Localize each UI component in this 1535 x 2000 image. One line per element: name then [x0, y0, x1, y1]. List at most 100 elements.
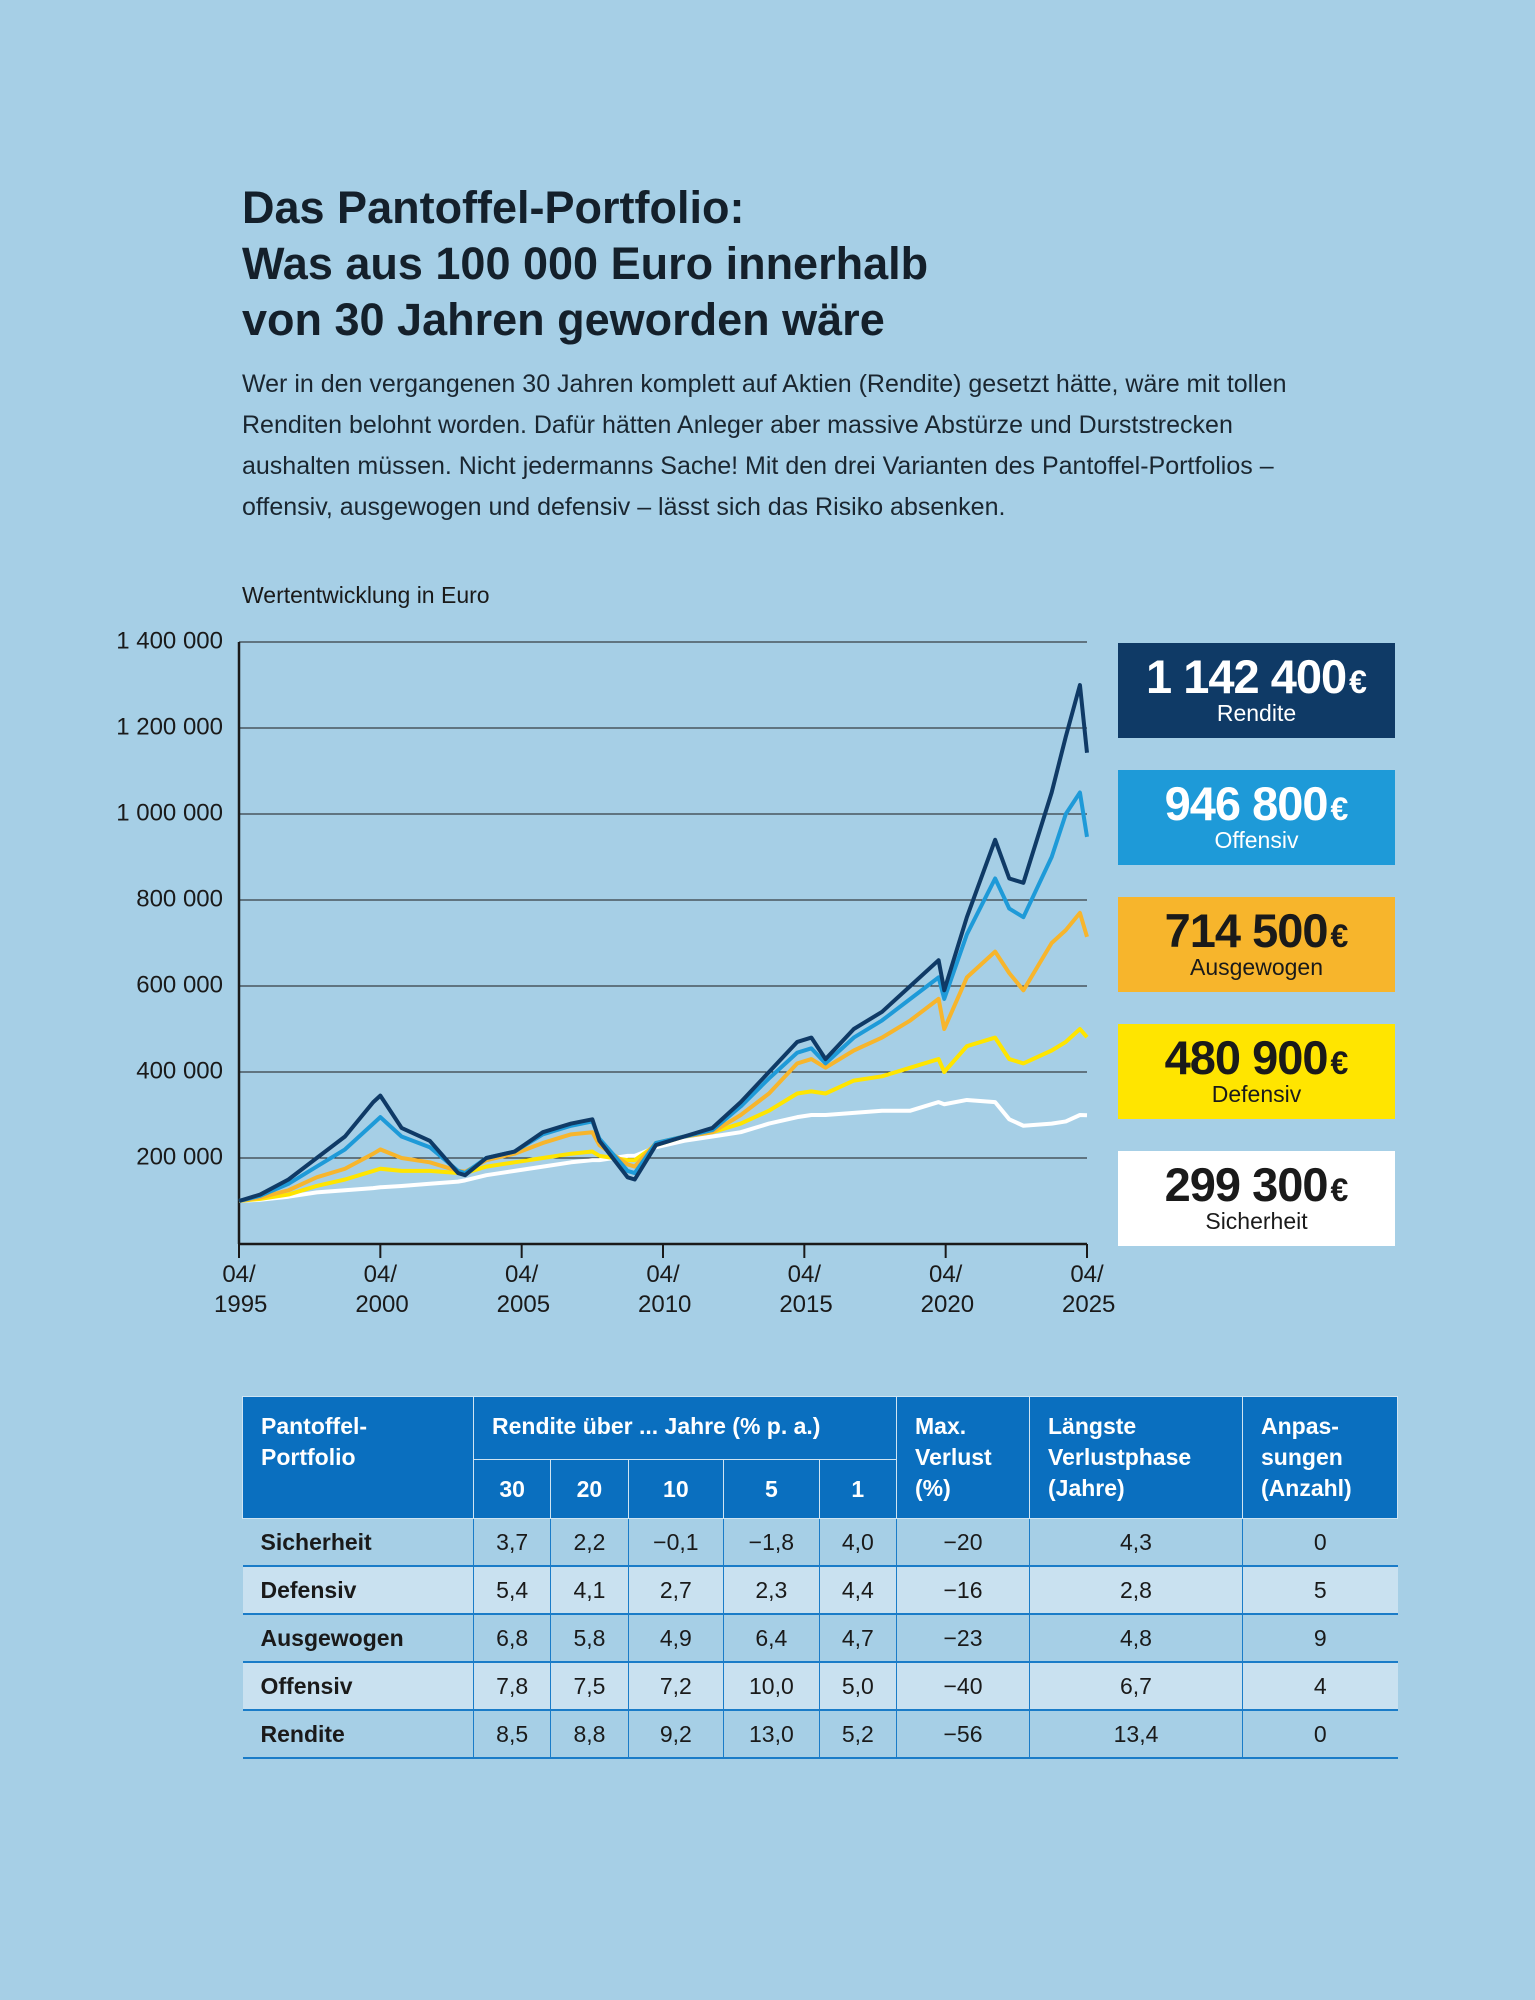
- legend-label: Defensiv: [1211, 1081, 1302, 1107]
- table-header: Pantoffel-Portfolio: [242, 1396, 474, 1519]
- legend-box: 714 500€ Ausgewogen: [1118, 897, 1395, 992]
- table-cell: 4,7: [818, 1614, 897, 1663]
- table-cell: 2,8: [1029, 1566, 1243, 1615]
- y-axis-label: Wertentwicklung in Euro: [242, 582, 490, 608]
- table-cell: 2,2: [550, 1518, 629, 1567]
- table-subheader: 10: [627, 1459, 725, 1519]
- table-cell: 8,8: [550, 1710, 629, 1759]
- table-subheader: 5: [723, 1459, 820, 1519]
- table-cell: 13,0: [723, 1710, 820, 1759]
- currency: €: [1349, 664, 1367, 700]
- x-tick-label: 04/ 2020: [920, 1261, 975, 1318]
- end-value-label: 1 142 400: [1146, 650, 1347, 703]
- table-cell: Offensiv: [242, 1662, 474, 1711]
- currency: €: [1330, 918, 1349, 954]
- box-value: 480 900€: [1118, 1024, 1395, 1085]
- legend-label: Ausgewogen: [1190, 954, 1323, 980]
- table-cell: 4,4: [818, 1566, 897, 1615]
- table-row: Ausgewogen 6,8 5,8 4,9 6,4 4,7 −23 4,8 9: [242, 1614, 1398, 1663]
- intro: Wer in den vergangenen 30 Jahren komplet…: [242, 370, 1287, 521]
- end-value-label: 299 300: [1164, 1158, 1329, 1211]
- legend-box: 1 142 400€ Rendite: [1118, 643, 1395, 738]
- table-cell: 4,0: [818, 1518, 897, 1567]
- table-subheader: 30: [472, 1459, 552, 1519]
- end-value-label: 946 800: [1164, 777, 1329, 830]
- legend-box: 299 300€ Sicherheit: [1118, 1151, 1395, 1246]
- table-cell: 6,7: [1029, 1662, 1243, 1711]
- table-cell: −23: [896, 1614, 1030, 1663]
- x-tick-label: 04/ 1995: [214, 1261, 268, 1318]
- x-tick-label: 04/ 2010: [638, 1261, 692, 1318]
- table-cell: 10,0: [723, 1662, 820, 1711]
- line: [238, 1027, 1089, 1203]
- table-row: Rendite 8,5 8,8 9,2 13,0 5,2 −56 13,4 0: [242, 1710, 1398, 1759]
- table-cell: 6,8: [472, 1614, 551, 1663]
- table-cell: 6,4: [723, 1614, 820, 1663]
- title-line: Das Pantoffel-Portfolio:: [242, 182, 745, 233]
- x-tick-label: 04/ 2025: [1062, 1261, 1116, 1318]
- legend-box: 480 900€ Defensiv: [1118, 1024, 1395, 1119]
- currency: €: [1330, 791, 1349, 827]
- table-cell: 2,3: [723, 1566, 820, 1615]
- table-cell: 5,4: [472, 1566, 551, 1615]
- x-tick-label: 04/ 2015: [779, 1261, 833, 1318]
- currency: €: [1330, 1045, 1349, 1081]
- end-value-label: 714 500: [1164, 904, 1329, 957]
- table-cell: −56: [896, 1710, 1030, 1759]
- table-cell: 0: [1242, 1710, 1398, 1759]
- table-cell: −20: [896, 1518, 1030, 1567]
- table: Pantoffel-Portfolio Rendite über ... Jahr…: [242, 1395, 1398, 1759]
- title-line: von 30 Jahren geworden wäre: [242, 294, 885, 345]
- table-cell: 4: [1242, 1662, 1398, 1711]
- y-tick-label: 200 000: [136, 1143, 223, 1170]
- table-cell: 9,2: [627, 1710, 724, 1759]
- table-cell: −1,8: [723, 1518, 820, 1567]
- table-cell: 0: [1242, 1518, 1398, 1567]
- end-value-label: 480 900: [1164, 1031, 1329, 1084]
- title: Das Pantoffel-Portfolio: Was aus 100 000 …: [242, 180, 928, 348]
- table-row: Offensiv 7,8 7,5 7,2 10,0 5,0 −40 6,7 4: [242, 1662, 1398, 1711]
- table-cell: 7,2: [627, 1662, 724, 1711]
- table-row: Defensiv 5,4 4,1 2,7 2,3 4,4 −16 2,8 5: [242, 1566, 1398, 1615]
- y-tick-label: 1 000 000: [116, 799, 223, 826]
- legend-label: Sicherheit: [1205, 1208, 1308, 1234]
- table-subheader: 20: [550, 1459, 629, 1519]
- y-tick-label: 1 200 000: [116, 713, 223, 740]
- table-cell: 4,3: [1029, 1518, 1243, 1567]
- legend-label: Offensiv: [1214, 827, 1299, 853]
- legend-box: 946 800€ Offensiv: [1118, 770, 1395, 865]
- chart: 200 000 400 000 600 000 800 000 1 000 000 1 2…: [116, 627, 1089, 1258]
- table-cell: 8,5: [472, 1710, 551, 1759]
- table-cell: −40: [896, 1662, 1030, 1711]
- y-tick-label: 600 000: [136, 971, 223, 998]
- table-cell: 5,2: [818, 1710, 897, 1759]
- table-cell: 5,0: [818, 1662, 897, 1711]
- table-subheader: 1: [818, 1459, 898, 1519]
- table-header: Max. Verlust (%): [896, 1396, 1030, 1519]
- table-cell: 4,8: [1029, 1614, 1243, 1663]
- legend-label: Rendite: [1216, 700, 1297, 726]
- table-cell: 7,8: [472, 1662, 551, 1711]
- line: [238, 683, 1089, 1203]
- table-header: Anpas­sungen (Anzahl): [1242, 1396, 1398, 1519]
- table-cell: Ausgewogen: [242, 1614, 474, 1663]
- x-tick-label: 04/ 2000: [355, 1261, 409, 1318]
- table-cell: 3,7: [472, 1518, 551, 1567]
- box-value: 714 500€: [1118, 897, 1395, 958]
- table-cell: 7,5: [550, 1662, 629, 1711]
- table-cell: Sicherheit: [242, 1518, 474, 1567]
- table-cell: Rendite: [242, 1710, 474, 1759]
- table-cell: 4,9: [627, 1614, 724, 1663]
- table-cell: −0,1: [627, 1518, 724, 1567]
- line: [238, 1097, 1088, 1203]
- table-cell: 5: [1242, 1566, 1398, 1615]
- title-line: Was aus 100 000 Euro innerhalb: [242, 238, 929, 289]
- table-cell: 5,8: [550, 1614, 629, 1663]
- table-cell: 4,1: [550, 1566, 629, 1615]
- y-tick-label: 400 000: [136, 1057, 223, 1084]
- box-value: 1 142 400€: [1118, 643, 1395, 704]
- table-cell: 9: [1242, 1614, 1398, 1663]
- table-cell: 2,7: [627, 1566, 724, 1615]
- box-value: 299 300€: [1118, 1151, 1395, 1212]
- y-tick-label: 1 400 000: [116, 627, 223, 654]
